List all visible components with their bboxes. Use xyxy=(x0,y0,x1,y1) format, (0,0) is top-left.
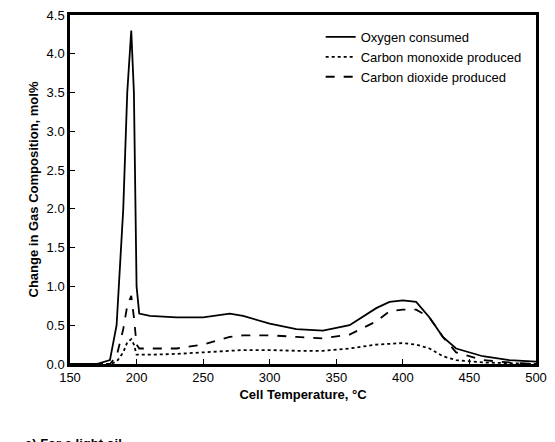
svg-text:3.0: 3.0 xyxy=(47,124,65,139)
svg-text:500: 500 xyxy=(525,370,547,385)
svg-text:0.5: 0.5 xyxy=(47,318,65,333)
svg-text:300: 300 xyxy=(259,370,281,385)
svg-text:Carbon dioxide produced: Carbon dioxide produced xyxy=(361,70,506,85)
svg-text:Cell Temperature, °C: Cell Temperature, °C xyxy=(239,387,367,402)
svg-text:Carbon monoxide produced: Carbon monoxide produced xyxy=(361,50,521,65)
svg-text:2.5: 2.5 xyxy=(47,163,65,178)
svg-text:1.0: 1.0 xyxy=(47,279,65,294)
svg-text:0.0: 0.0 xyxy=(47,357,65,372)
svg-text:450: 450 xyxy=(459,370,481,385)
svg-text:350: 350 xyxy=(325,370,347,385)
svg-text:200: 200 xyxy=(126,370,148,385)
svg-text:a) For a light oil.: a) For a light oil. xyxy=(25,436,125,442)
svg-text:150: 150 xyxy=(59,370,81,385)
svg-text:400: 400 xyxy=(392,370,414,385)
svg-text:2.0: 2.0 xyxy=(47,201,65,216)
svg-text:Oxygen consumed: Oxygen consumed xyxy=(361,30,469,45)
svg-text:Change in Gas Composition, mol: Change in Gas Composition, mol% xyxy=(26,81,41,297)
svg-text:250: 250 xyxy=(192,370,214,385)
svg-text:1.5: 1.5 xyxy=(47,240,65,255)
svg-text:4.0: 4.0 xyxy=(47,46,65,61)
svg-text:4.5: 4.5 xyxy=(47,8,65,23)
svg-text:3.5: 3.5 xyxy=(47,85,65,100)
